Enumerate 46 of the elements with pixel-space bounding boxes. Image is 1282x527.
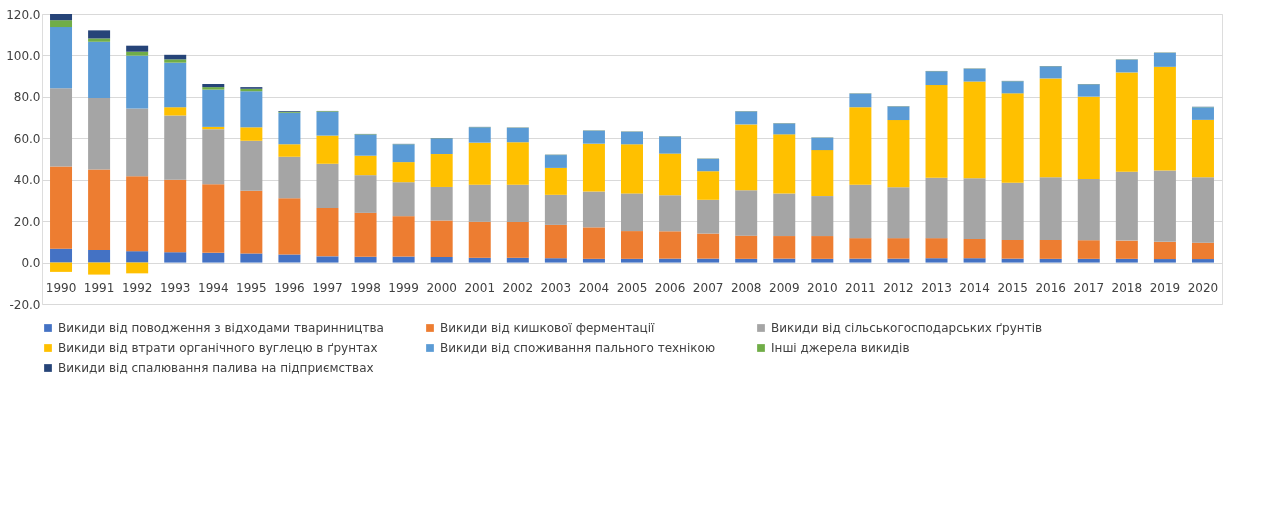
x-tick-label: 2005 <box>616 281 648 296</box>
x-tick-label: 1996 <box>274 281 305 296</box>
x-tick-label: 2003 <box>540 281 572 296</box>
x-tick-label: 1990 <box>45 281 77 296</box>
legend-label: Викиди від кишкової ферментації <box>440 321 656 335</box>
x-tick-label: 2008 <box>730 281 762 296</box>
x-tick-label: 1992 <box>121 281 153 296</box>
legend-label: Викиди від сільськогосподарських ґрунтів <box>771 321 1043 335</box>
x-tick-label: 1994 <box>198 281 229 296</box>
y-tick-label: 0.0 <box>21 256 41 271</box>
x-tick-label: 2010 <box>807 281 838 296</box>
y-tick-label: 100.0 <box>6 48 41 63</box>
x-tick-label: 2018 <box>1111 281 1143 296</box>
x-tick-label: 2001 <box>464 281 496 296</box>
legend-label: Інші джерела викидів <box>771 341 910 355</box>
x-tick-label: 1995 <box>236 281 267 296</box>
x-tick-label: 2006 <box>654 281 686 296</box>
x-tick-label: 1998 <box>350 281 381 296</box>
x-tick-label: 2020 <box>1187 281 1219 296</box>
x-tick-label: 2000 <box>426 281 457 296</box>
x-tick-label: 1999 <box>388 281 419 296</box>
legend-label: Викиди від споживання пального технікою <box>440 341 715 355</box>
legend-label: Викиди від поводження з відходами тваринництва <box>58 321 384 335</box>
x-tick-label: 2015 <box>997 281 1028 296</box>
y-tick-label: 60.0 <box>13 131 41 146</box>
legend-label: Викиди від втрати органічного вуглецю в ґрунтах <box>58 341 378 355</box>
x-tick-label: 2013 <box>921 281 952 296</box>
y-tick-label: -20.0 <box>9 297 41 312</box>
x-tick-label: 2017 <box>1073 281 1105 296</box>
x-tick-label: 1991 <box>83 281 115 296</box>
y-tick-label: 120.0 <box>6 7 41 22</box>
x-tick-label: 2011 <box>845 281 876 296</box>
y-tick-label: 40.0 <box>13 173 41 188</box>
y-tick-label: 80.0 <box>13 90 41 105</box>
x-tick-label: 2007 <box>692 281 724 296</box>
x-tick-label: 2012 <box>883 281 914 296</box>
x-tick-label: 1997 <box>312 281 343 296</box>
x-tick-label: 2019 <box>1149 281 1181 296</box>
x-tick-label: 2004 <box>578 281 610 296</box>
x-tick-label: 2002 <box>502 281 534 296</box>
y-tick-label: 20.0 <box>13 214 41 229</box>
x-tick-label: 1993 <box>159 281 191 296</box>
legend-label: Викиди від спалювання палива на підприємствах <box>58 361 374 375</box>
x-tick-label: 2016 <box>1035 281 1066 296</box>
x-tick-label: 2014 <box>959 281 990 296</box>
x-tick-label: 2009 <box>768 281 800 296</box>
